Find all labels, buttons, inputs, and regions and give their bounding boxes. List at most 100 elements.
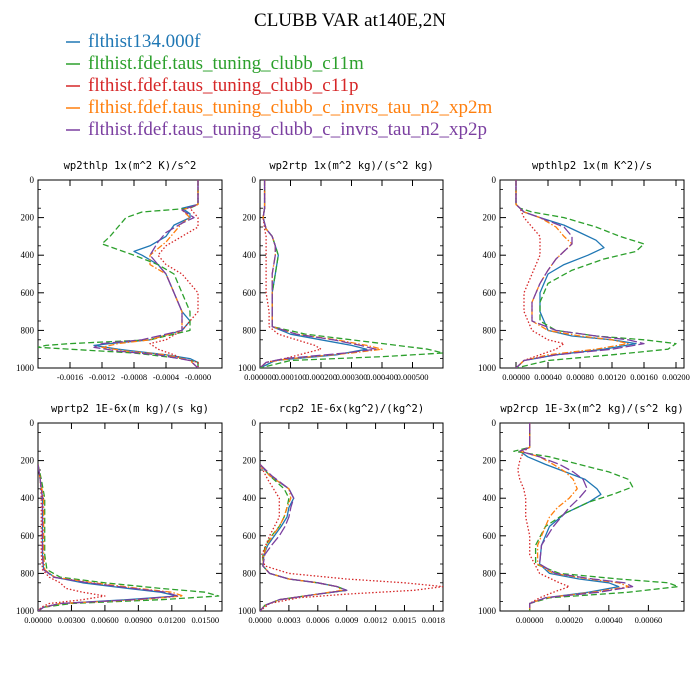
y-tick-label: 400	[21, 493, 35, 503]
y-tick-label: 800	[483, 568, 497, 578]
x-tick-label: 0.00040	[595, 615, 623, 625]
plot-frame	[259, 422, 444, 612]
y-tick-label: 1000	[16, 363, 35, 373]
series-line-3	[515, 180, 565, 368]
series-line-4	[38, 464, 184, 611]
plot-frame	[499, 179, 685, 369]
series-line-3	[149, 180, 199, 368]
series-line-5	[515, 180, 645, 368]
legend-label: flthist.fdef.taus_tuning_clubb_c11p	[88, 75, 359, 96]
x-tick-label: -0.0004	[153, 372, 180, 382]
y-tick-label: 400	[21, 250, 35, 260]
y-tick-label: 600	[21, 288, 35, 298]
series-line-3	[38, 464, 106, 611]
y-tick-label: 200	[243, 213, 257, 223]
legend-label: flthist134.000f	[88, 31, 201, 52]
series-line-1	[38, 464, 179, 611]
y-tick-label: 1000	[478, 363, 497, 373]
x-tick-label: 0.000000	[244, 372, 276, 382]
series-line-4	[515, 180, 629, 368]
y-tick-label: 600	[21, 531, 35, 541]
series-line-2	[38, 180, 199, 368]
panel-title: wp2rtp 1x(m^2 kg)/(s^2 kg)	[269, 160, 433, 172]
panels: wp2thlp 1x(m^2 K)/s^2 0 200 400 600 800 1000 -0…	[16, 160, 690, 625]
y-tick-label: 200	[21, 213, 35, 223]
x-tick-label: -0.0012	[89, 372, 115, 382]
y-tick-label: 0	[492, 418, 497, 428]
series-line-3	[260, 464, 443, 611]
series-line-5	[260, 180, 377, 368]
x-tick-label: 0.0012	[364, 615, 387, 625]
panel-title: wp2rcp 1E-3x(m^2 kg)/(s^2 kg)	[500, 403, 683, 415]
x-tick-label: -0.0000	[185, 372, 211, 382]
y-tick-label: 800	[483, 325, 497, 335]
y-tick-label: 600	[483, 288, 497, 298]
y-tick-label: 200	[243, 456, 257, 466]
x-tick-label: 0.0000	[248, 615, 271, 625]
y-tick-label: 600	[243, 288, 257, 298]
panel-title: wprtp2 1E-6x(m kg)/(s kg)	[51, 403, 209, 415]
series-line-1	[519, 423, 620, 611]
y-tick-label: 1000	[238, 606, 257, 616]
panel-title: wp2thlp 1x(m^2 K)/s^2	[64, 160, 197, 172]
x-tick-label: 0.00300	[58, 615, 86, 625]
x-tick-label: 0.0015	[393, 615, 416, 625]
legend-label: flthist.fdef.taus_tuning_clubb_c_invrs_t…	[88, 97, 492, 118]
y-tick-label: 200	[21, 456, 35, 466]
y-tick-label: 800	[243, 325, 257, 335]
series-line-5	[519, 423, 634, 611]
y-tick-label: 0	[30, 175, 35, 185]
x-tick-label: 0.0009	[335, 615, 358, 625]
plot-frame	[37, 422, 223, 612]
y-tick-label: 0	[252, 418, 257, 428]
panel-1: wp2thlp 1x(m^2 K)/s^2 0 200 400 600 800 1000 -0…	[16, 160, 223, 382]
x-tick-label: 0.000300	[336, 372, 368, 382]
legend-label: flthist.fdef.taus_tuning_clubb_c_invrs_t…	[88, 119, 487, 140]
panel-4: wprtp2 1E-6x(m kg)/(s kg) 0 200 400 600 800 10…	[16, 403, 223, 625]
x-tick-label: -0.0008	[121, 372, 147, 382]
y-tick-label: 400	[243, 493, 257, 503]
x-tick-label: 0.00120	[598, 372, 626, 382]
x-tick-label: 0.00160	[630, 372, 658, 382]
x-tick-label: 0.00000	[502, 372, 530, 382]
x-tick-label: 0.00060	[635, 615, 663, 625]
plot-frame	[259, 179, 444, 369]
panel-3: wpthlp2 1x(m K^2)/s 0 200 400 600 800 1000 0.00…	[478, 160, 690, 382]
x-tick-label: 0.0006	[306, 615, 329, 625]
x-tick-label: 0.00900	[125, 615, 153, 625]
y-tick-label: 400	[483, 493, 497, 503]
y-tick-label: 800	[243, 568, 257, 578]
series-line-4	[519, 423, 630, 611]
y-tick-label: 600	[483, 531, 497, 541]
x-tick-label: 0.000100	[275, 372, 307, 382]
panel-title: rcp2 1E-6x(kg^2)/(kg^2)	[279, 403, 424, 415]
panel-6: wp2rcp 1E-3x(m^2 kg)/(s^2 kg)0 200 400 600 8…	[478, 403, 685, 625]
y-tick-label: 800	[21, 568, 35, 578]
y-tick-label: 1000	[238, 363, 257, 373]
y-tick-label: 400	[483, 250, 497, 260]
x-tick-label: 0.00000	[516, 615, 544, 625]
x-tick-label: 0.00200	[662, 372, 690, 382]
series-line-5	[260, 463, 348, 611]
series-line-1	[260, 463, 348, 611]
y-tick-label: 0	[252, 175, 257, 185]
series-line-5	[93, 180, 199, 368]
legend: flthist134.000f flthist.fdef.taus_tuning_…	[66, 31, 492, 140]
y-tick-label: 1000	[478, 606, 497, 616]
plot-frame	[37, 179, 223, 369]
x-tick-label: 0.00020	[555, 615, 583, 625]
y-tick-label: 400	[243, 250, 257, 260]
x-tick-label: 0.000500	[397, 372, 429, 382]
x-tick-label: 0.0018	[422, 615, 445, 625]
x-tick-label: 0.00080	[566, 372, 594, 382]
series-line-5	[38, 464, 179, 611]
plot-frame	[499, 422, 685, 612]
y-tick-label: 0	[30, 418, 35, 428]
x-tick-label: 0.000200	[305, 372, 337, 382]
x-tick-label: 0.00040	[534, 372, 562, 382]
x-tick-label: -0.0016	[57, 372, 83, 382]
series-line-3	[260, 180, 322, 368]
x-tick-label: 0.00000	[24, 615, 52, 625]
x-tick-label: 0.0003	[277, 615, 300, 625]
